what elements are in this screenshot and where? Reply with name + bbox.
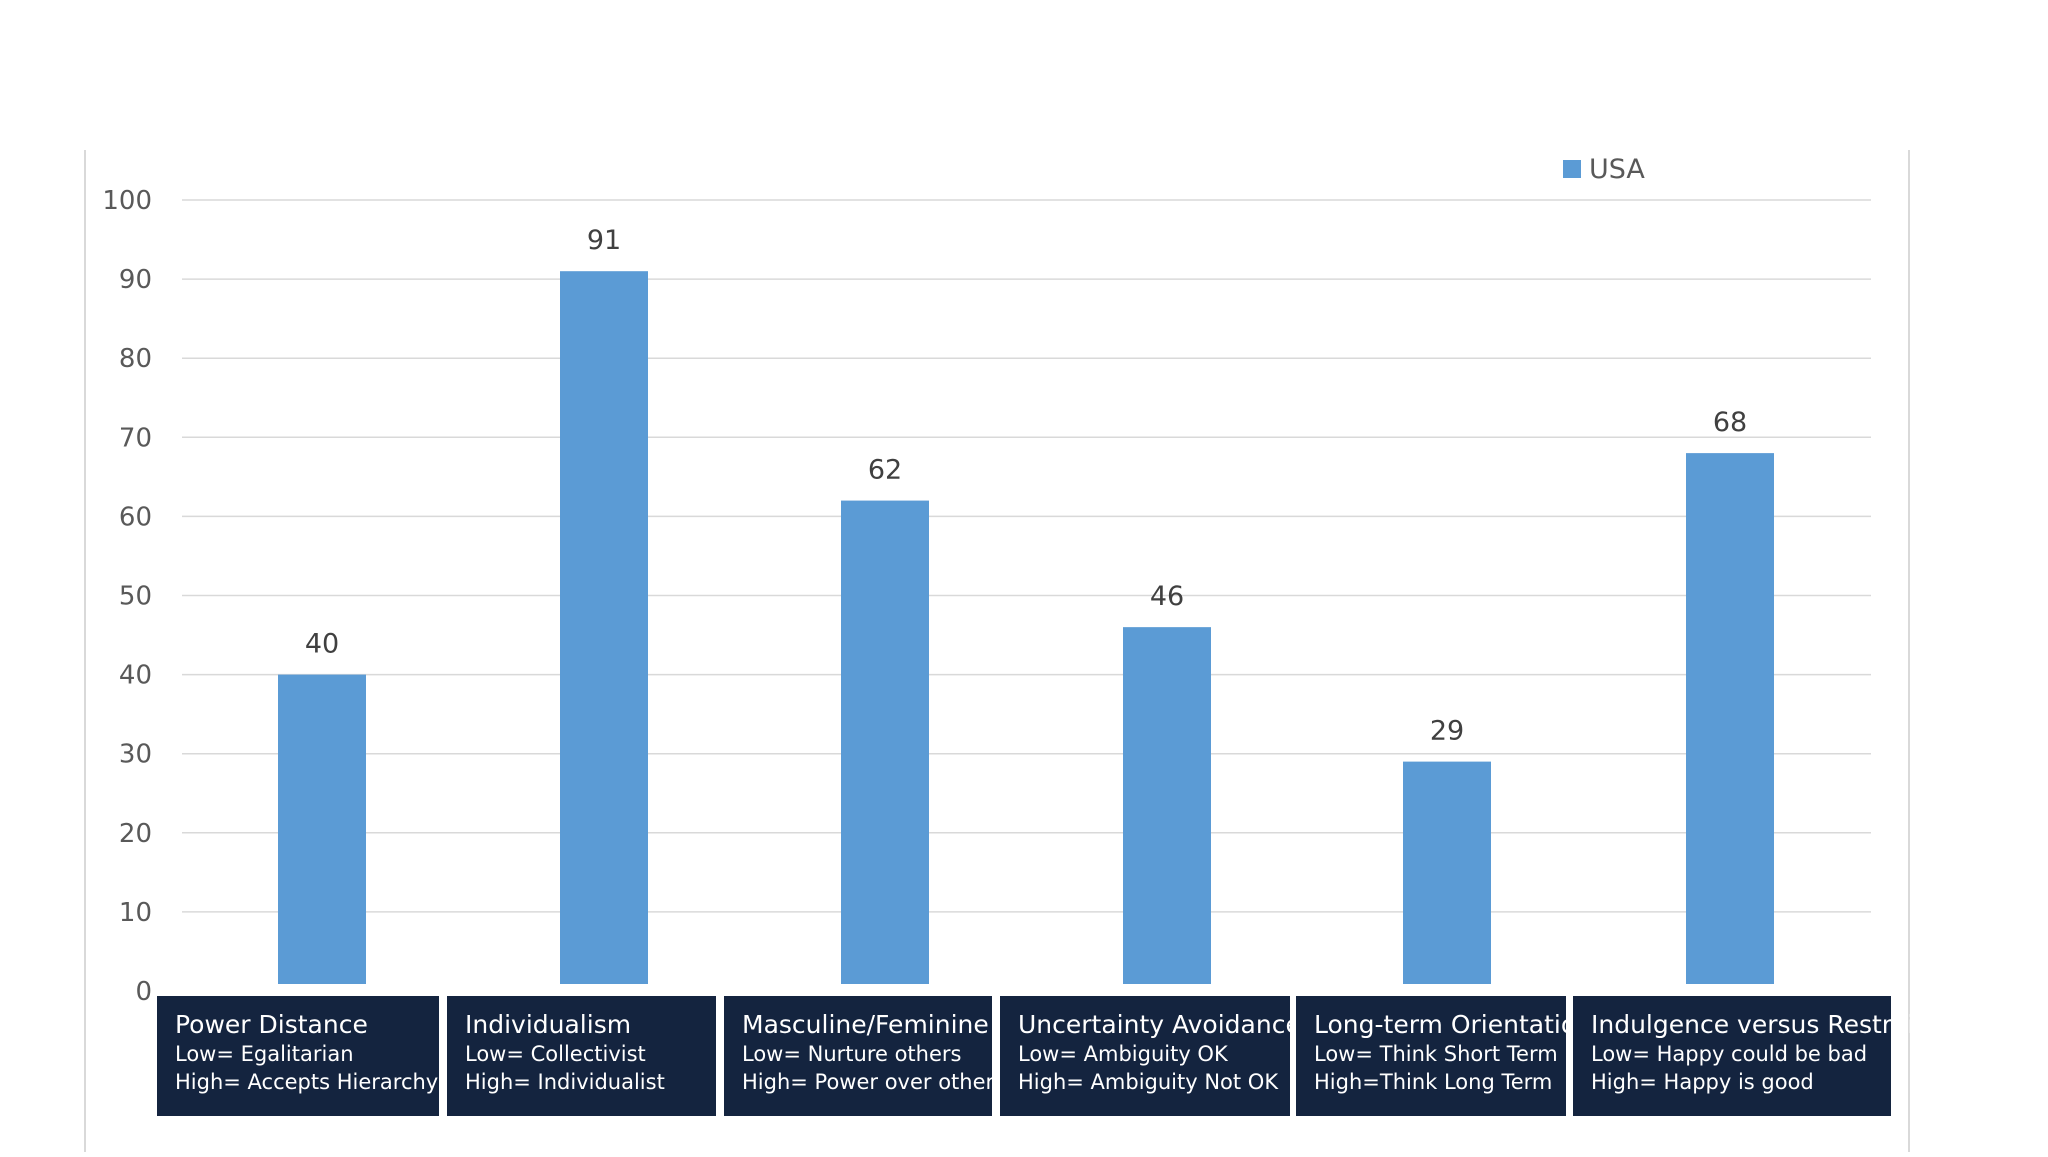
data-label: 91 <box>587 225 621 256</box>
category-low: Low= Nurture others <box>742 1042 961 1066</box>
category-box <box>1296 996 1566 1116</box>
bar-indulgence-versus-restraint <box>1686 453 1774 984</box>
category-low: Low= Collectivist <box>465 1042 646 1066</box>
category-high: High= Ambiguity Not OK <box>1018 1070 1279 1094</box>
category-box <box>447 996 716 1116</box>
y-tick-label: 30 <box>119 740 152 770</box>
data-label: 46 <box>1150 581 1184 612</box>
y-tick-label: 100 <box>102 186 152 216</box>
data-label: 29 <box>1430 716 1464 747</box>
category-box <box>1000 996 1290 1116</box>
category-high: High= Accepts Hierarchy <box>175 1070 438 1094</box>
category-title: Long-term Orientation <box>1314 1010 1592 1039</box>
bar-uncertainty-avoidance <box>1123 627 1211 984</box>
category-low: Low= Ambiguity OK <box>1018 1042 1229 1066</box>
category-title: Uncertainty Avoidance <box>1018 1010 1301 1039</box>
data-label: 62 <box>868 455 902 486</box>
category-title: Indulgence versus Restraint <box>1591 1010 1940 1039</box>
bar-masculine-feminine <box>841 500 929 984</box>
bar-long-term-orientation <box>1403 761 1491 984</box>
y-tick-label: 60 <box>119 502 152 532</box>
data-label: 40 <box>305 629 339 660</box>
category-low: Low= Happy could be bad <box>1591 1042 1867 1066</box>
y-tick-label: 10 <box>119 898 152 928</box>
data-label: 68 <box>1713 407 1747 438</box>
bar-power-distance <box>278 674 366 984</box>
category-box <box>1573 996 1891 1116</box>
category-title: Individualism <box>465 1010 631 1039</box>
bar-individualism <box>560 271 648 984</box>
legend-label: USA <box>1589 154 1645 185</box>
category-title: Masculine/Feminine <box>742 1010 989 1039</box>
category-high: High=Think Long Term <box>1314 1070 1552 1094</box>
category-box <box>724 996 992 1116</box>
category-box <box>157 996 439 1116</box>
category-high: High= Individualist <box>465 1070 665 1094</box>
y-tick-label: 20 <box>119 819 152 849</box>
plot-area <box>86 150 1908 1152</box>
y-tick-label: 80 <box>119 344 152 374</box>
category-high: High= Happy is good <box>1591 1070 1814 1094</box>
y-tick-label: 90 <box>119 265 152 295</box>
y-tick-label: 70 <box>119 423 152 453</box>
legend-swatch <box>1563 160 1581 178</box>
category-high: High= Power over others <box>742 1070 1005 1094</box>
category-low: Low= Egalitarian <box>175 1042 354 1066</box>
y-tick-label: 40 <box>119 661 152 691</box>
category-low: Low= Think Short Term <box>1314 1042 1558 1066</box>
y-tick-label: 50 <box>119 582 152 612</box>
category-title: Power Distance <box>175 1010 368 1039</box>
y-tick-label: 0 <box>135 977 152 1007</box>
